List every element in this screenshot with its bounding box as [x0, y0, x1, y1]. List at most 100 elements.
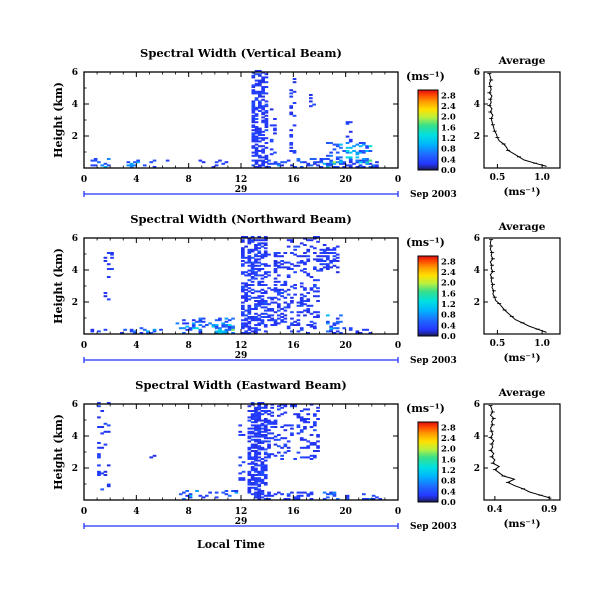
heatmap-cell [258, 156, 262, 159]
x-tick-label: 0 [395, 507, 401, 517]
heatmap-cell [247, 260, 252, 262]
heatmap-cell [260, 446, 265, 449]
colorbar-segment [418, 164, 438, 167]
heatmap-cell [152, 330, 157, 333]
heatmap-cell [261, 121, 265, 124]
heatmap-cell [296, 158, 301, 160]
colorbar-segment [418, 306, 438, 309]
heatmap-cell [254, 260, 258, 262]
heatmap-cell [345, 151, 350, 154]
heatmap-cell [299, 300, 304, 302]
heatmap-cell [348, 146, 353, 149]
heatmap-cell [258, 110, 262, 112]
heatmap-cell [263, 426, 268, 428]
heatmap-cell [261, 111, 265, 114]
colorbar-segment [418, 330, 438, 333]
heatmap-cell [365, 162, 369, 165]
heatmap-cell [257, 442, 262, 444]
heatmap-cell [332, 143, 337, 146]
heatmap-cell [283, 290, 288, 293]
heatmap-cell [264, 121, 269, 124]
heatmap-cell [247, 332, 252, 334]
heatmap-cell [257, 448, 262, 451]
heatmap-cell [257, 405, 262, 408]
heatmap-cell [263, 459, 268, 462]
heatmap-cell [296, 255, 301, 258]
heatmap-cell [198, 320, 203, 323]
colorbar-segment [418, 328, 438, 331]
heatmap-cell [263, 451, 268, 454]
average-x-label: (ms⁻¹) [503, 186, 540, 198]
heatmap-cell [221, 162, 226, 165]
colorbar-frame [417, 89, 439, 171]
heatmap-cell [313, 316, 317, 318]
heatmap-cell [149, 456, 154, 459]
heatmap-cell [250, 424, 255, 427]
colorbar-segment [418, 432, 438, 435]
heatmap-cell [335, 260, 340, 262]
heatmap-cell [241, 296, 245, 299]
heatmap-cell [286, 440, 291, 443]
heatmap-cell [329, 162, 333, 165]
heatmap-cell [335, 271, 340, 274]
heatmap-cell [263, 477, 268, 480]
heatmap-cell [270, 317, 275, 320]
heatmap-cell [247, 287, 252, 290]
heatmap-cell [247, 419, 252, 422]
x-tick-label: 12 [235, 175, 248, 185]
heatmap-cell [247, 462, 252, 465]
colorbar-segment [418, 268, 438, 271]
heatmap-cell [260, 448, 265, 451]
heatmap-cell [326, 320, 330, 323]
heatmap-cell [244, 325, 248, 328]
heatmap-cell [258, 82, 262, 85]
colorbar-tick-label: 2.4 [441, 268, 456, 278]
heatmap-cell [247, 322, 252, 325]
heatmap-cell [368, 150, 373, 152]
heatmap-cell [247, 328, 252, 331]
heatmap-cell [254, 239, 258, 242]
colorbar-segment [418, 472, 438, 475]
heatmap-cell [273, 322, 278, 325]
heatmap-cell [332, 491, 337, 494]
colorbar-segment [418, 168, 438, 171]
heatmap-cell [339, 143, 343, 146]
heatmap-cell [247, 458, 252, 460]
heatmap-cell [214, 491, 219, 494]
heatmap-cell [293, 458, 297, 460]
heatmap-cell [260, 467, 265, 470]
heatmap-cell [277, 290, 281, 293]
heatmap-cell [358, 159, 363, 162]
heatmap-cell [257, 440, 262, 443]
heatmap-cell [254, 248, 258, 251]
heatmap-cell [201, 317, 206, 320]
heatmap-cell [247, 274, 252, 277]
heatmap-cell [261, 150, 265, 152]
heatmap-cell [178, 493, 183, 496]
heatmap-cell [292, 114, 297, 117]
average-x-tick-label: 1.0 [534, 173, 550, 183]
average-frame [483, 237, 561, 335]
heatmap-cell [247, 284, 252, 286]
heatmap-cell [313, 290, 317, 293]
heatmap-cell [289, 150, 294, 152]
heatmap-cell [247, 453, 252, 456]
heatmap-cell [247, 456, 252, 459]
colorbar-segment [418, 500, 438, 503]
heatmap-cell [286, 498, 291, 500]
heatmap-cell [250, 240, 255, 243]
colorbar-tick-label: 0.0 [441, 166, 456, 176]
colorbar-tick-label: 2.8 [441, 257, 456, 267]
heatmap-cell [234, 491, 239, 494]
heatmap-cell [352, 150, 356, 152]
heatmap-cell [251, 90, 256, 93]
heatmap-cell [355, 161, 360, 164]
heatmap-cell [133, 330, 137, 333]
heatmap-cell [254, 97, 259, 100]
heatmap-cell [292, 124, 297, 127]
heatmap-cell [247, 264, 252, 267]
heatmap-cell [221, 332, 226, 334]
heatmap-cell [273, 419, 278, 422]
heatmap-cell [368, 166, 373, 168]
colorbar-segment [418, 262, 438, 265]
